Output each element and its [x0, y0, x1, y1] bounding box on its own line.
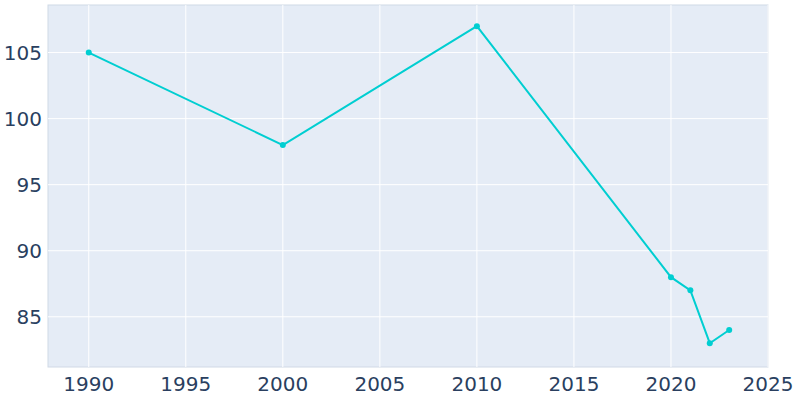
x-tick-label: 2015 [548, 372, 599, 396]
marker [726, 327, 732, 333]
y-tick-label: 100 [4, 107, 42, 131]
plot-area [48, 5, 768, 367]
x-grid-line [185, 5, 186, 367]
x-grid-line [768, 5, 769, 367]
marker [86, 50, 92, 56]
x-grid-line [670, 5, 671, 367]
y-tick-label: 95 [17, 173, 42, 197]
x-grid-line [476, 5, 477, 367]
marker [280, 142, 286, 148]
x-grid-line [88, 5, 89, 367]
marker [668, 274, 674, 280]
x-grid-line [379, 5, 380, 367]
chart: 1990 1995 2000 2005 2010 2015 2020 2025 85 90 95 10… [0, 0, 800, 400]
x-tick-label: 2010 [451, 372, 502, 396]
line [89, 26, 729, 343]
x-grid-line [573, 5, 574, 367]
x-tick-label: 2005 [354, 372, 405, 396]
x-tick-label: 2025 [743, 372, 794, 396]
marker [707, 340, 713, 346]
series [86, 23, 732, 346]
y-grid-line [48, 316, 768, 317]
x-grid-line [282, 5, 283, 367]
y-grid-line [48, 52, 768, 53]
y-grid-line [48, 118, 768, 119]
y-grid-line [48, 184, 768, 185]
x-tick-label: 1995 [160, 372, 211, 396]
marker [687, 287, 693, 293]
y-tick-label: 85 [17, 305, 42, 329]
y-grid-line [48, 250, 768, 251]
x-tick-label: 2000 [257, 372, 308, 396]
x-tick-label: 1990 [63, 372, 114, 396]
y-tick-label: 105 [4, 41, 42, 65]
y-tick-label: 90 [17, 239, 42, 263]
x-tick-label: 2020 [646, 372, 697, 396]
marker [474, 23, 480, 29]
